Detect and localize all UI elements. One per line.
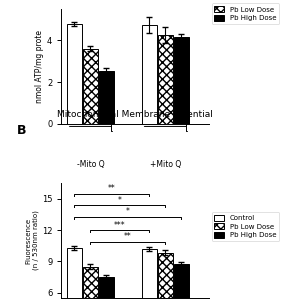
Legend: Pb Low Dose, Pb High Dose: Pb Low Dose, Pb High Dose [212,3,279,24]
Bar [157,252,173,307]
Text: ***: *** [114,221,126,230]
Y-axis label: Fluorescence
(n / 530nm ratio): Fluorescence (n / 530nm ratio) [25,211,39,270]
Text: 15 Days Treatment Duration: 15 Days Treatment Duration [76,187,194,196]
Title: Mitochondrial Membrane Potential: Mitochondrial Membrane Potential [57,110,213,119]
Bar [83,266,98,307]
Y-axis label: nmol ATP/mg prote: nmol ATP/mg prote [35,30,44,103]
Bar [99,71,114,124]
Text: *: * [126,207,130,216]
Bar [174,37,189,124]
Text: **: ** [124,232,132,241]
Bar [142,249,157,307]
Bar [174,264,189,307]
Bar [67,248,82,307]
Legend: Control, Pb Low Dose, Pb High Dose: Control, Pb Low Dose, Pb High Dose [212,212,279,241]
Text: -Mito Q: -Mito Q [77,160,104,169]
Text: +Mito Q: +Mito Q [150,160,181,169]
Bar [142,25,157,124]
Text: **: ** [108,184,116,193]
Bar [157,35,173,124]
Bar [99,277,114,307]
Text: B: B [17,124,27,137]
Text: *: * [118,196,122,205]
Bar [83,49,98,124]
Bar [67,24,82,124]
